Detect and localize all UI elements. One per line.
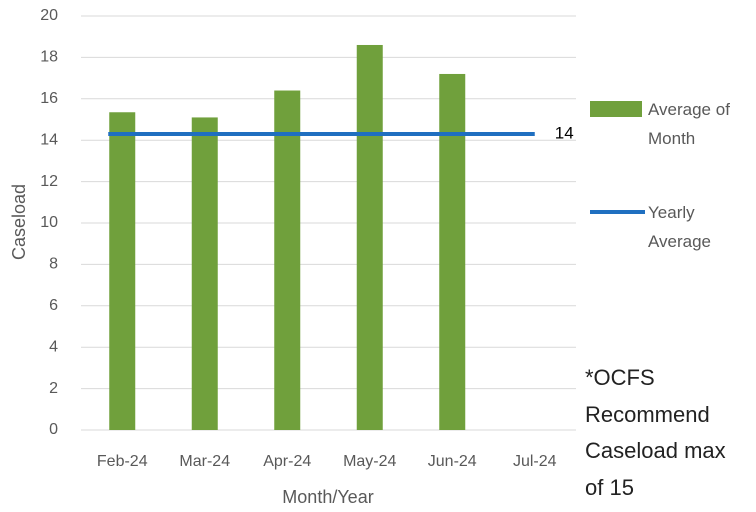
bar	[439, 73, 466, 431]
x-tick-label: Apr-24	[263, 453, 311, 470]
x-tick-label: Mar-24	[179, 453, 230, 470]
y-tick-label: 16	[40, 90, 58, 107]
bar	[191, 117, 218, 431]
y-tick-label: 10	[40, 214, 58, 231]
bar	[274, 90, 301, 431]
legend-swatch	[590, 101, 642, 117]
y-tick-label: 0	[49, 421, 58, 438]
x-tick-label: Feb-24	[97, 453, 148, 470]
x-tick-label: Jun-24	[428, 453, 477, 470]
bar	[356, 44, 383, 430]
data-label: 14	[555, 123, 574, 142]
x-tick-label: May-24	[343, 453, 396, 470]
y-tick-label: 14	[40, 131, 58, 148]
y-tick-label: 6	[49, 297, 58, 314]
y-axis-title: Caseload	[9, 184, 29, 260]
annotation: *OCFS Recommend Caseload max of 15	[585, 365, 726, 500]
y-tick-label: 18	[40, 49, 58, 66]
y-tick-label: 12	[40, 173, 58, 190]
legend-label: Yearly Average	[648, 203, 712, 251]
legend-label: Average of Month	[648, 100, 730, 148]
x-axis-title: Month/Year	[282, 487, 373, 507]
y-tick-label: 8	[49, 256, 58, 273]
y-tick-label: 20	[40, 7, 58, 24]
y-tick-label: 4	[49, 338, 58, 355]
x-tick-label: Jul-24	[513, 453, 557, 470]
y-tick-label: 2	[49, 380, 58, 397]
bar	[109, 112, 136, 430]
